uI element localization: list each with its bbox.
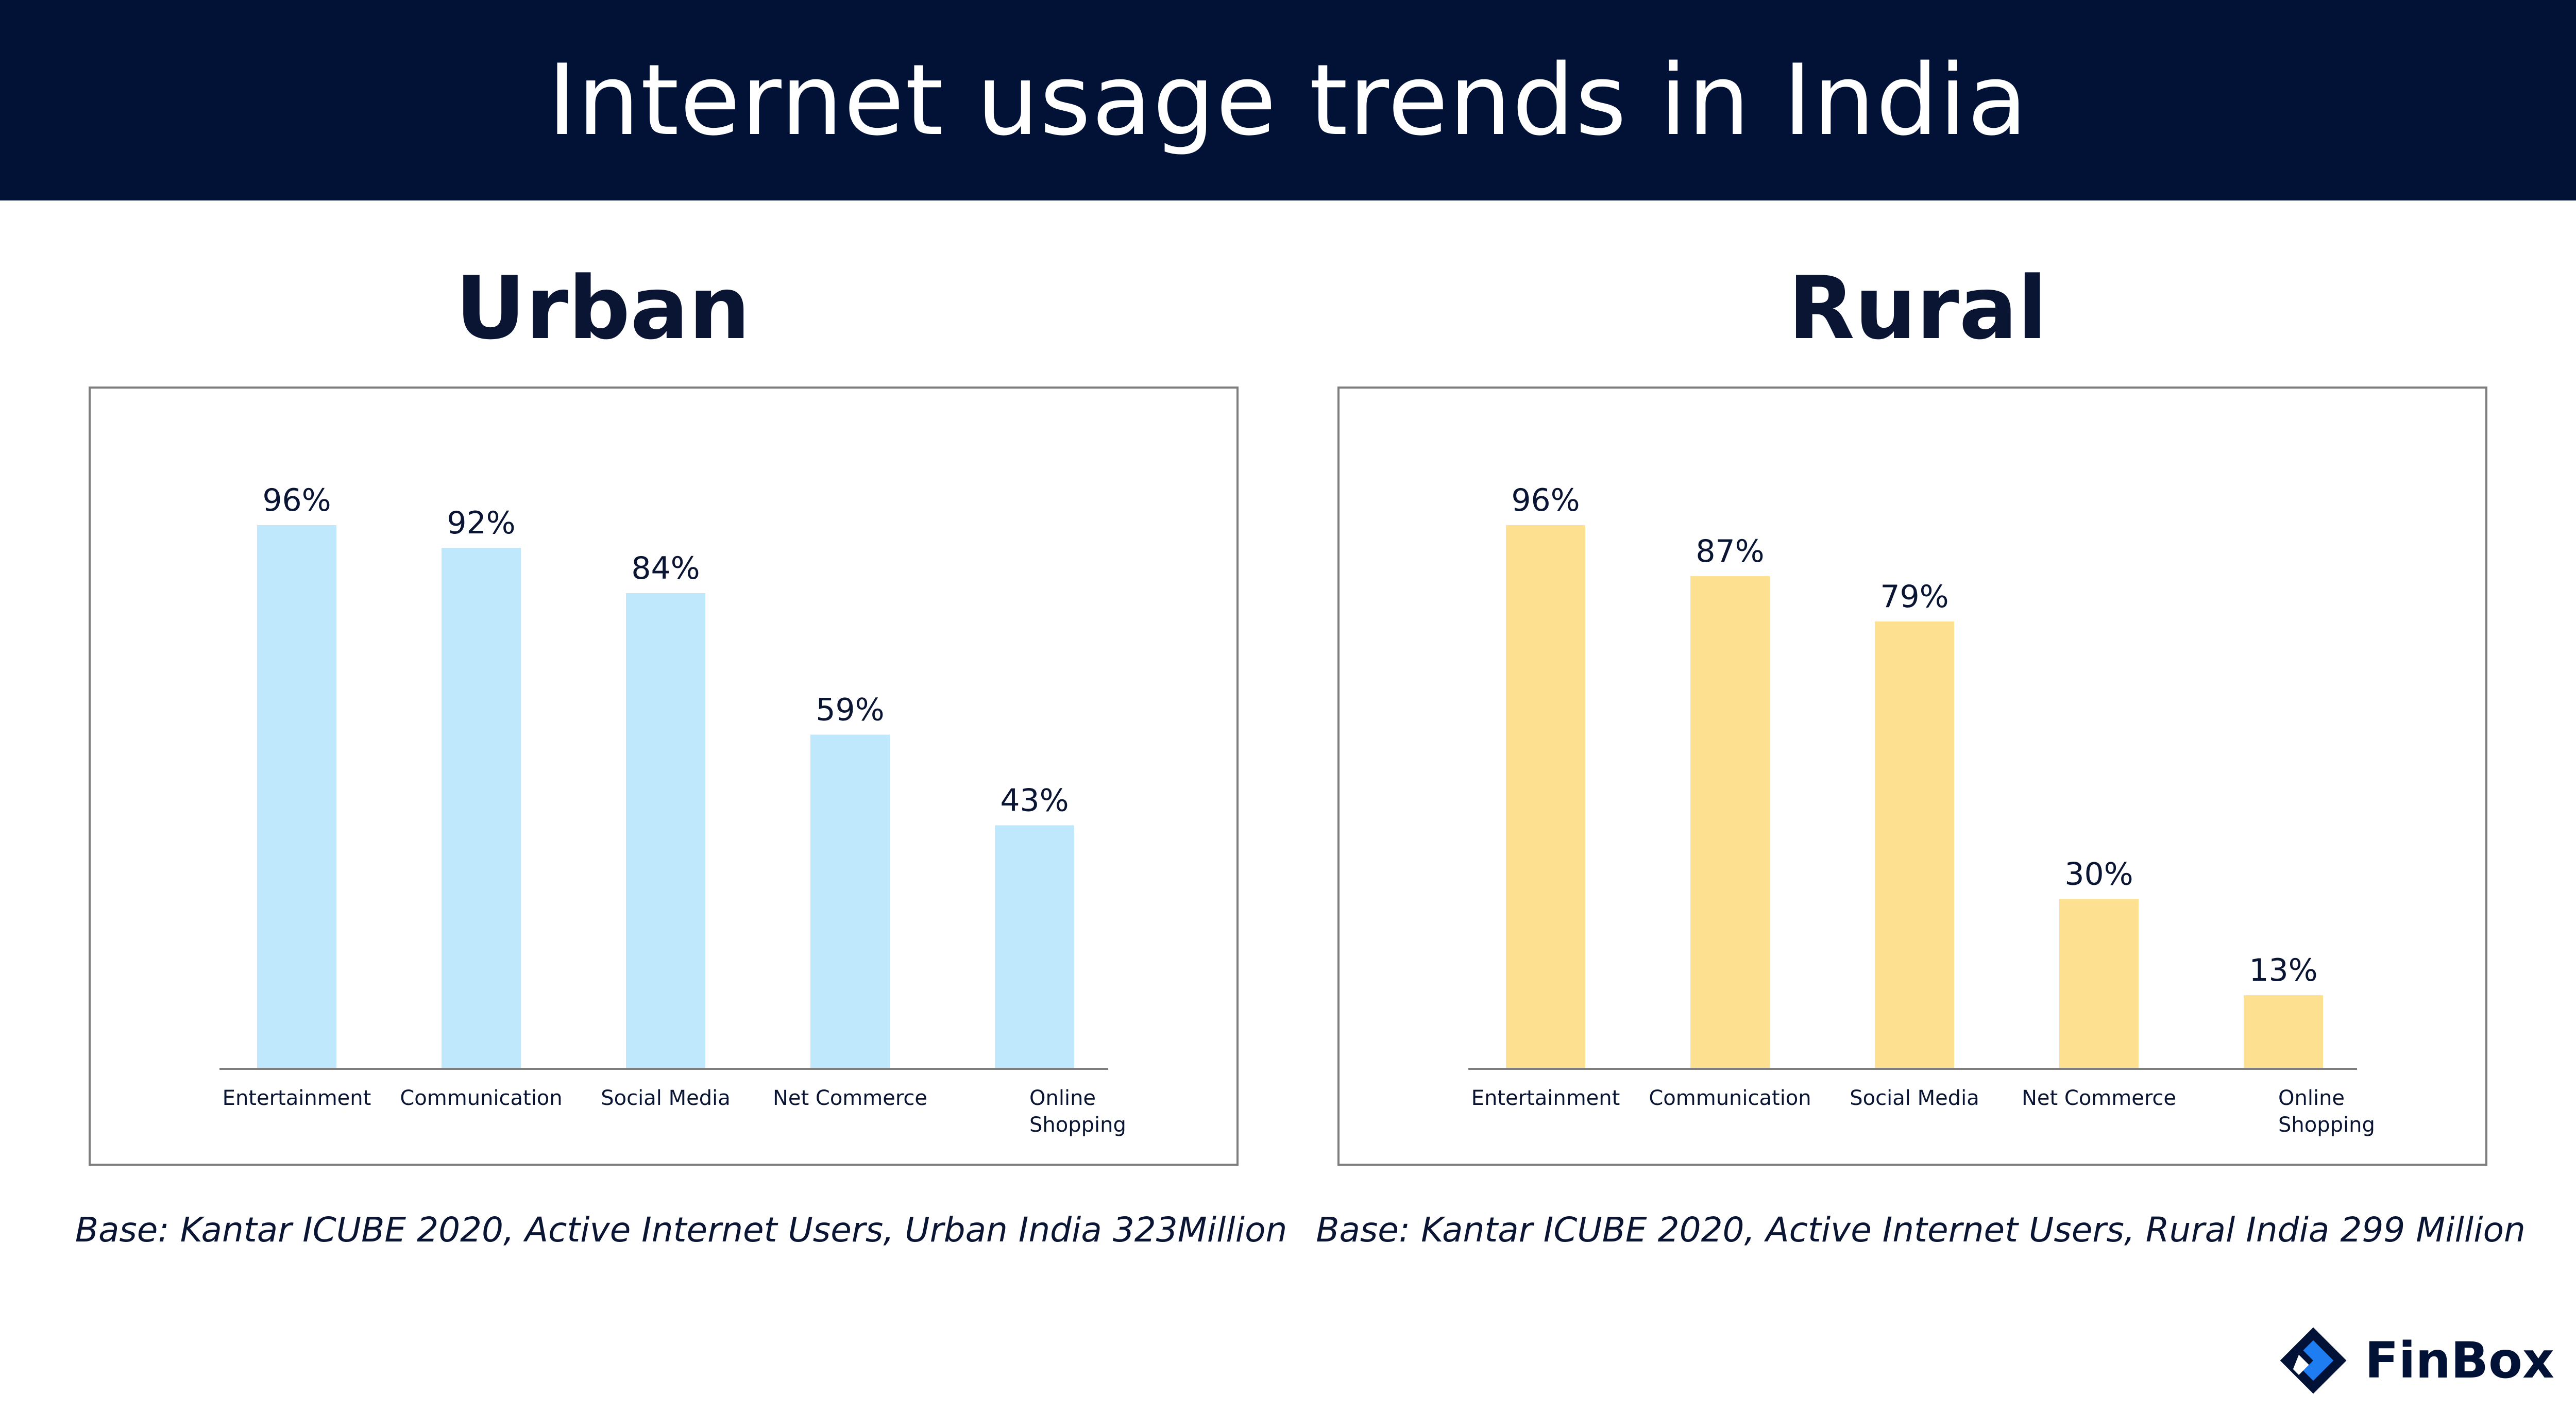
page-title: Internet usage trends in India: [547, 43, 2029, 157]
tick-label-entertainment: Entertainment: [1471, 1086, 1620, 1110]
bar-online-shopping: [995, 825, 1074, 1069]
tick-label-net-commerce: Net Commerce: [773, 1086, 927, 1110]
tick-label-net-commerce: Net Commerce: [2022, 1086, 2176, 1110]
data-label-online-shopping: 13%: [2249, 952, 2317, 988]
bar-net-commerce: [810, 734, 890, 1069]
tick-label-communication: Communication: [1649, 1086, 1811, 1110]
rural-chart-frame: 96% Entertainment 87% Communication 79% Socia…: [1337, 387, 2487, 1166]
bar-entertainment: [1506, 525, 1585, 1069]
bar-communication: [1690, 576, 1770, 1069]
data-label-online-shopping: 43%: [1000, 782, 1069, 818]
tick-label-social-media: Social Media: [601, 1086, 730, 1110]
data-label-entertainment: 96%: [1511, 482, 1580, 518]
tick-label-online-shopping: Online Shopping: [1029, 1086, 1126, 1137]
bar-entertainment: [257, 525, 336, 1069]
finbox-logo-icon: [2280, 1327, 2347, 1394]
rural-panel-title: Rural: [1788, 258, 2047, 359]
rural-base-note: Base: Kantar ICUBE 2020, Active Internet…: [1316, 1210, 2526, 1250]
urban-panel-title: Urban: [455, 258, 751, 359]
bar-social-media: [1875, 621, 1954, 1069]
finbox-logo-text: FinBox: [2365, 1332, 2554, 1389]
bar-social-media: [626, 593, 705, 1069]
header-banner: Internet usage trends in India: [0, 0, 2576, 200]
urban-bar-chart: 96% Entertainment 92% Communication 84% Socia…: [219, 482, 1126, 1137]
tick-label-communication: Communication: [400, 1086, 562, 1110]
data-label-communication: 87%: [1696, 533, 1764, 569]
rural-bar-chart: 96% Entertainment 87% Communication 79% Socia…: [1468, 482, 2375, 1137]
tick-label-entertainment: Entertainment: [223, 1086, 371, 1110]
bar-online-shopping: [2244, 995, 2323, 1069]
data-label-net-commerce: 59%: [816, 692, 884, 728]
urban-base-note: Base: Kantar ICUBE 2020, Active Internet…: [75, 1210, 1287, 1250]
bar-communication: [442, 547, 521, 1069]
data-label-communication: 92%: [447, 505, 515, 541]
data-label-entertainment: 96%: [262, 482, 331, 518]
data-label-net-commerce: 30%: [2064, 856, 2133, 892]
data-label-social-media: 84%: [631, 550, 700, 586]
tick-label-social-media: Social Media: [1850, 1086, 1979, 1110]
tick-label-online-shopping: Online Shopping: [2278, 1086, 2375, 1137]
urban-chart-frame: 96% Entertainment 92% Communication 84% Socia…: [89, 387, 1239, 1166]
finbox-logo: FinBox: [2277, 1319, 2554, 1402]
bar-net-commerce: [2059, 899, 2139, 1069]
data-label-social-media: 79%: [1880, 579, 1948, 615]
